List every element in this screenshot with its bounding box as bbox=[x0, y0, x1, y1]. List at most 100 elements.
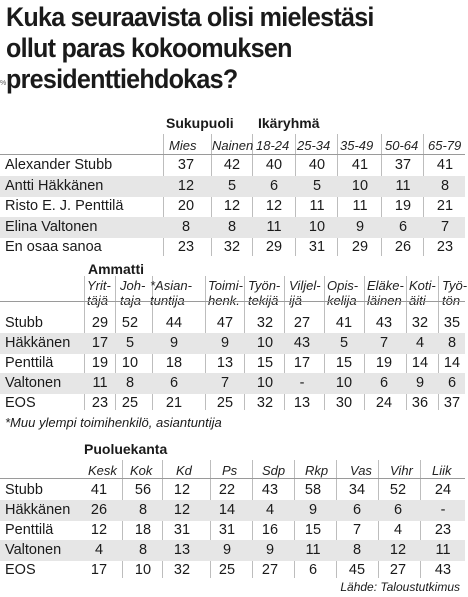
column-header: Kesk bbox=[88, 463, 117, 478]
table-cell: 43 bbox=[375, 315, 393, 331]
table-cell: 6 bbox=[393, 502, 403, 518]
row-label: Risto E. J. Penttilä bbox=[5, 198, 124, 214]
table-cell: 31 bbox=[218, 522, 236, 538]
table-cell: 12 bbox=[223, 198, 241, 214]
table-cell: 12 bbox=[177, 177, 195, 194]
table-cell: 12 bbox=[173, 482, 191, 498]
table-cell: 8 bbox=[181, 218, 191, 235]
column-header: taja bbox=[120, 293, 141, 308]
table-cell: 6 bbox=[169, 375, 179, 391]
row-label: En osaa sanoa bbox=[5, 239, 102, 255]
table-cell: 11 bbox=[352, 198, 368, 214]
table-cell: 29 bbox=[351, 239, 369, 255]
table-cell: 32 bbox=[256, 395, 274, 411]
table-cell: 37 bbox=[443, 395, 461, 411]
table-cell: 4 bbox=[393, 522, 403, 538]
table-cell: 30 bbox=[335, 395, 353, 411]
table-cell: 10 bbox=[256, 375, 274, 391]
table-row: Antti Häkkänen 12 5 6 5 10 11 8 bbox=[0, 175, 465, 197]
table-cell: 17 bbox=[91, 335, 109, 351]
table-row: EOS 23 25 21 25 32 13 30 24 36 37 bbox=[0, 393, 465, 414]
table-row: Alexander Stubb 37 42 40 40 41 37 41 bbox=[0, 155, 465, 176]
row-label: Valtonen bbox=[5, 542, 62, 558]
group-header-ammatti: Ammatti bbox=[88, 261, 145, 277]
table-cell: 44 bbox=[165, 315, 183, 331]
table-cell: 32 bbox=[411, 315, 429, 331]
table-cell: 25 bbox=[121, 395, 139, 411]
column-header: Rkp bbox=[305, 463, 329, 478]
table-cell: 15 bbox=[335, 355, 353, 371]
table-cell: 21 bbox=[436, 198, 454, 214]
row-label: Stubb bbox=[5, 482, 43, 498]
column-header: Opis- bbox=[327, 278, 359, 293]
table-cell: 27 bbox=[261, 562, 279, 578]
table-row: Stubb 41 56 12 22 43 58 34 52 24 bbox=[0, 480, 465, 501]
table-cell: 15 bbox=[304, 522, 322, 538]
row-label: Alexander Stubb bbox=[5, 157, 113, 173]
table-cell: 35 bbox=[443, 315, 461, 331]
group-header-ikaryhma: Ikäryhmä bbox=[258, 115, 320, 131]
table-cell: 25 bbox=[218, 562, 236, 578]
table-cell: 41 bbox=[351, 157, 369, 173]
table-cell: 13 bbox=[216, 355, 234, 371]
table-cell: 26 bbox=[394, 239, 412, 255]
table-cell: 9 bbox=[308, 502, 318, 518]
table-cell: 32 bbox=[256, 315, 274, 331]
table-cell: 13 bbox=[173, 542, 191, 558]
footnote: *Muu ylempi toimihenkilö, asiantuntija bbox=[5, 415, 222, 430]
table-row: EOS 17 10 32 25 27 6 45 27 43 bbox=[0, 560, 465, 581]
table-cell: 18 bbox=[134, 522, 152, 538]
table-cell: 8 bbox=[227, 218, 237, 235]
table-cell: 6 bbox=[308, 562, 318, 578]
table-cell: 12 bbox=[389, 542, 407, 558]
table-cell: 12 bbox=[173, 502, 191, 518]
column-header: Ps bbox=[222, 463, 238, 478]
table-cell: 14 bbox=[218, 502, 236, 518]
column-header: Työ- bbox=[442, 278, 468, 293]
table-cell: 14 bbox=[443, 355, 461, 371]
table-row: Valtonen 4 8 13 9 9 11 8 12 11 bbox=[0, 540, 465, 561]
column-header: tuntija bbox=[150, 293, 185, 308]
title-line-3: presidenttiehdokas? bbox=[6, 64, 238, 94]
table-cell: 40 bbox=[308, 157, 326, 173]
header-rule bbox=[0, 478, 465, 479]
column-header: täjä bbox=[87, 293, 108, 308]
title-line-1: Kuka seuraavista olisi mielestäsi bbox=[6, 2, 374, 32]
table-cell: 6 bbox=[398, 218, 408, 235]
source-note: Lähde: Taloustutkimus bbox=[340, 580, 460, 594]
table-cell: 9 bbox=[265, 542, 275, 558]
table-cell: 23 bbox=[177, 239, 195, 255]
table-cell: 10 bbox=[308, 218, 326, 235]
table-cell: 34 bbox=[348, 482, 366, 498]
table-cell: 18 bbox=[165, 355, 183, 371]
table-cell: 20 bbox=[177, 198, 195, 214]
page-title: Kuka seuraavista olisi mielestäsi ollut … bbox=[6, 2, 432, 95]
table-cell: 5 bbox=[339, 335, 349, 351]
table-cell: 23 bbox=[436, 239, 454, 255]
table-cell: 41 bbox=[90, 482, 108, 498]
column-header: Liik bbox=[432, 463, 452, 478]
column-header: *Asian- bbox=[150, 278, 192, 293]
row-label: Stubb bbox=[5, 315, 43, 331]
table-cell: 32 bbox=[173, 562, 191, 578]
table-cell: 8 bbox=[125, 375, 135, 391]
table-cell: 31 bbox=[308, 239, 326, 255]
table-cell: 12 bbox=[265, 198, 283, 214]
table-cell: 32 bbox=[223, 239, 241, 255]
table-cell: 8 bbox=[138, 502, 148, 518]
column-header: tön bbox=[442, 293, 461, 308]
table-row: Penttilä 19 10 18 13 15 17 15 19 14 14 bbox=[0, 353, 465, 374]
table-cell: 11 bbox=[395, 177, 411, 194]
table-cell: 19 bbox=[91, 355, 109, 371]
column-header: Koti- bbox=[409, 278, 436, 293]
column-header: tekijä bbox=[248, 293, 279, 308]
header-rule bbox=[0, 154, 465, 155]
table-cell: 8 bbox=[138, 542, 148, 558]
column-header: Yrit- bbox=[87, 278, 111, 293]
table-cell: 27 bbox=[293, 315, 311, 331]
column-header: äiti bbox=[409, 293, 426, 308]
table-cell: 12 bbox=[90, 522, 108, 538]
table-cell: 14 bbox=[411, 355, 429, 371]
column-header: Kok bbox=[130, 463, 153, 478]
row-label: Valtonen bbox=[5, 375, 62, 391]
